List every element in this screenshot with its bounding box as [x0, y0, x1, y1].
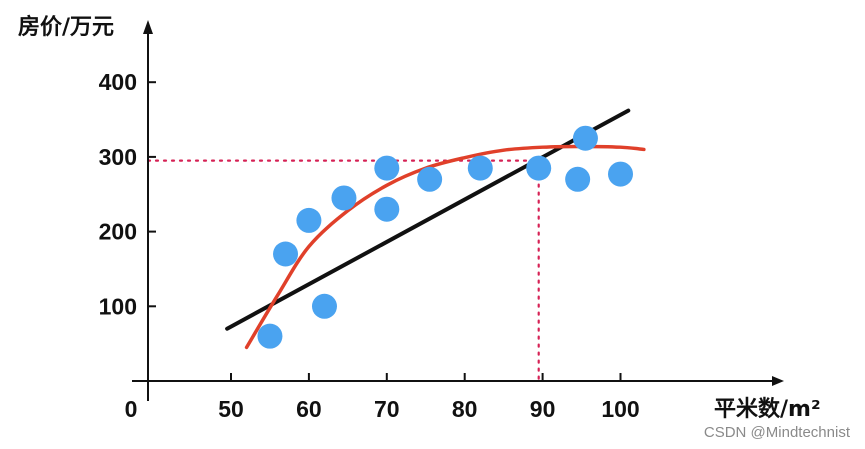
y-tick-label: 200 [99, 219, 137, 245]
y-tick-label: 400 [99, 69, 137, 95]
data-point [374, 155, 400, 181]
origin-label: 0 [125, 396, 138, 422]
data-point [608, 161, 633, 187]
y-tick-label: 100 [99, 293, 137, 319]
data-points [257, 125, 633, 349]
axes [132, 20, 784, 401]
data-point [311, 293, 337, 319]
x-axis-arrow [772, 376, 784, 386]
watermark: CSDN @Mindtechnist [704, 424, 851, 441]
x-tick-label: 80 [452, 396, 478, 422]
tick-marks: 50 60 70 80 90 100 100 200 300 400 [99, 69, 640, 422]
data-point [526, 155, 552, 181]
x-tick-label: 60 [296, 396, 322, 422]
y-axis-label: 房价/万元 [18, 14, 114, 40]
data-point [296, 207, 322, 233]
y-tick-label: 300 [99, 144, 137, 170]
data-point [257, 323, 283, 349]
guide-lines [146, 159, 540, 383]
data-point [374, 196, 400, 222]
data-point [417, 166, 443, 192]
data-point [273, 241, 299, 267]
y-axis-arrow [143, 20, 153, 34]
x-axis-label: 平米数/m² [714, 396, 821, 422]
data-point [565, 166, 591, 192]
data-point [467, 155, 493, 181]
axis-labels: 房价/万元 平米数/m² 0 [18, 14, 821, 422]
data-point [331, 185, 357, 211]
data-point [572, 125, 598, 151]
linear-fit-line [225, 108, 631, 331]
x-tick-label: 50 [218, 396, 244, 422]
x-tick-label: 100 [601, 396, 639, 422]
x-tick-label: 90 [530, 396, 556, 422]
x-tick-label: 70 [374, 396, 400, 422]
